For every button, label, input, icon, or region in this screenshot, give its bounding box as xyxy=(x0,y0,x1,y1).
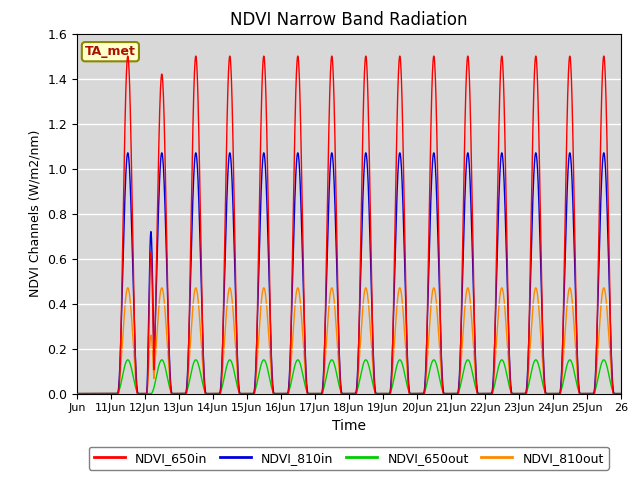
NDVI_650out xyxy=(172,391,179,396)
NDVI_650in xyxy=(73,391,81,396)
NDVI_650in xyxy=(617,391,625,396)
NDVI_810in xyxy=(399,209,407,215)
NDVI_810out xyxy=(226,285,234,291)
NDVI_810out xyxy=(281,391,289,396)
NDVI_810in xyxy=(226,150,234,156)
NDVI_810in xyxy=(172,391,179,396)
NDVI_810out xyxy=(427,306,435,312)
NDVI_810out xyxy=(617,391,625,396)
NDVI_650out xyxy=(226,357,234,363)
Text: TA_met: TA_met xyxy=(85,45,136,58)
NDVI_650in xyxy=(520,391,528,396)
NDVI_810out xyxy=(172,391,179,396)
Line: NDVI_650in: NDVI_650in xyxy=(77,56,621,394)
Title: NDVI Narrow Band Radiation: NDVI Narrow Band Radiation xyxy=(230,11,468,29)
NDVI_810out xyxy=(73,391,81,396)
NDVI_650out xyxy=(427,363,435,369)
NDVI_810in xyxy=(617,391,625,396)
NDVI_810in xyxy=(73,391,81,396)
NDVI_650in xyxy=(281,391,289,396)
NDVI_650out xyxy=(617,391,625,396)
Line: NDVI_650out: NDVI_650out xyxy=(77,360,621,394)
X-axis label: Time: Time xyxy=(332,419,366,433)
NDVI_650out xyxy=(73,391,81,396)
Y-axis label: NDVI Channels (W/m2/nm): NDVI Channels (W/m2/nm) xyxy=(29,130,42,297)
NDVI_650in xyxy=(479,391,486,396)
NDVI_650out xyxy=(399,364,407,370)
NDVI_650out xyxy=(520,391,528,396)
NDVI_810in xyxy=(520,391,528,396)
NDVI_650in xyxy=(399,146,407,152)
NDVI_650in xyxy=(226,53,234,59)
NDVI_650out xyxy=(281,391,289,396)
Line: NDVI_810out: NDVI_810out xyxy=(77,288,621,394)
NDVI_650in xyxy=(427,134,435,140)
Legend: NDVI_650in, NDVI_810in, NDVI_650out, NDVI_810out: NDVI_650in, NDVI_810in, NDVI_650out, NDV… xyxy=(89,447,609,469)
Line: NDVI_810in: NDVI_810in xyxy=(77,153,621,394)
NDVI_810in xyxy=(479,391,486,396)
NDVI_810in xyxy=(427,201,435,207)
NDVI_810out xyxy=(399,309,407,315)
NDVI_810out xyxy=(520,391,528,396)
NDVI_650in xyxy=(172,391,179,396)
NDVI_650out xyxy=(479,391,486,396)
NDVI_810in xyxy=(281,391,289,396)
NDVI_810out xyxy=(479,391,486,396)
